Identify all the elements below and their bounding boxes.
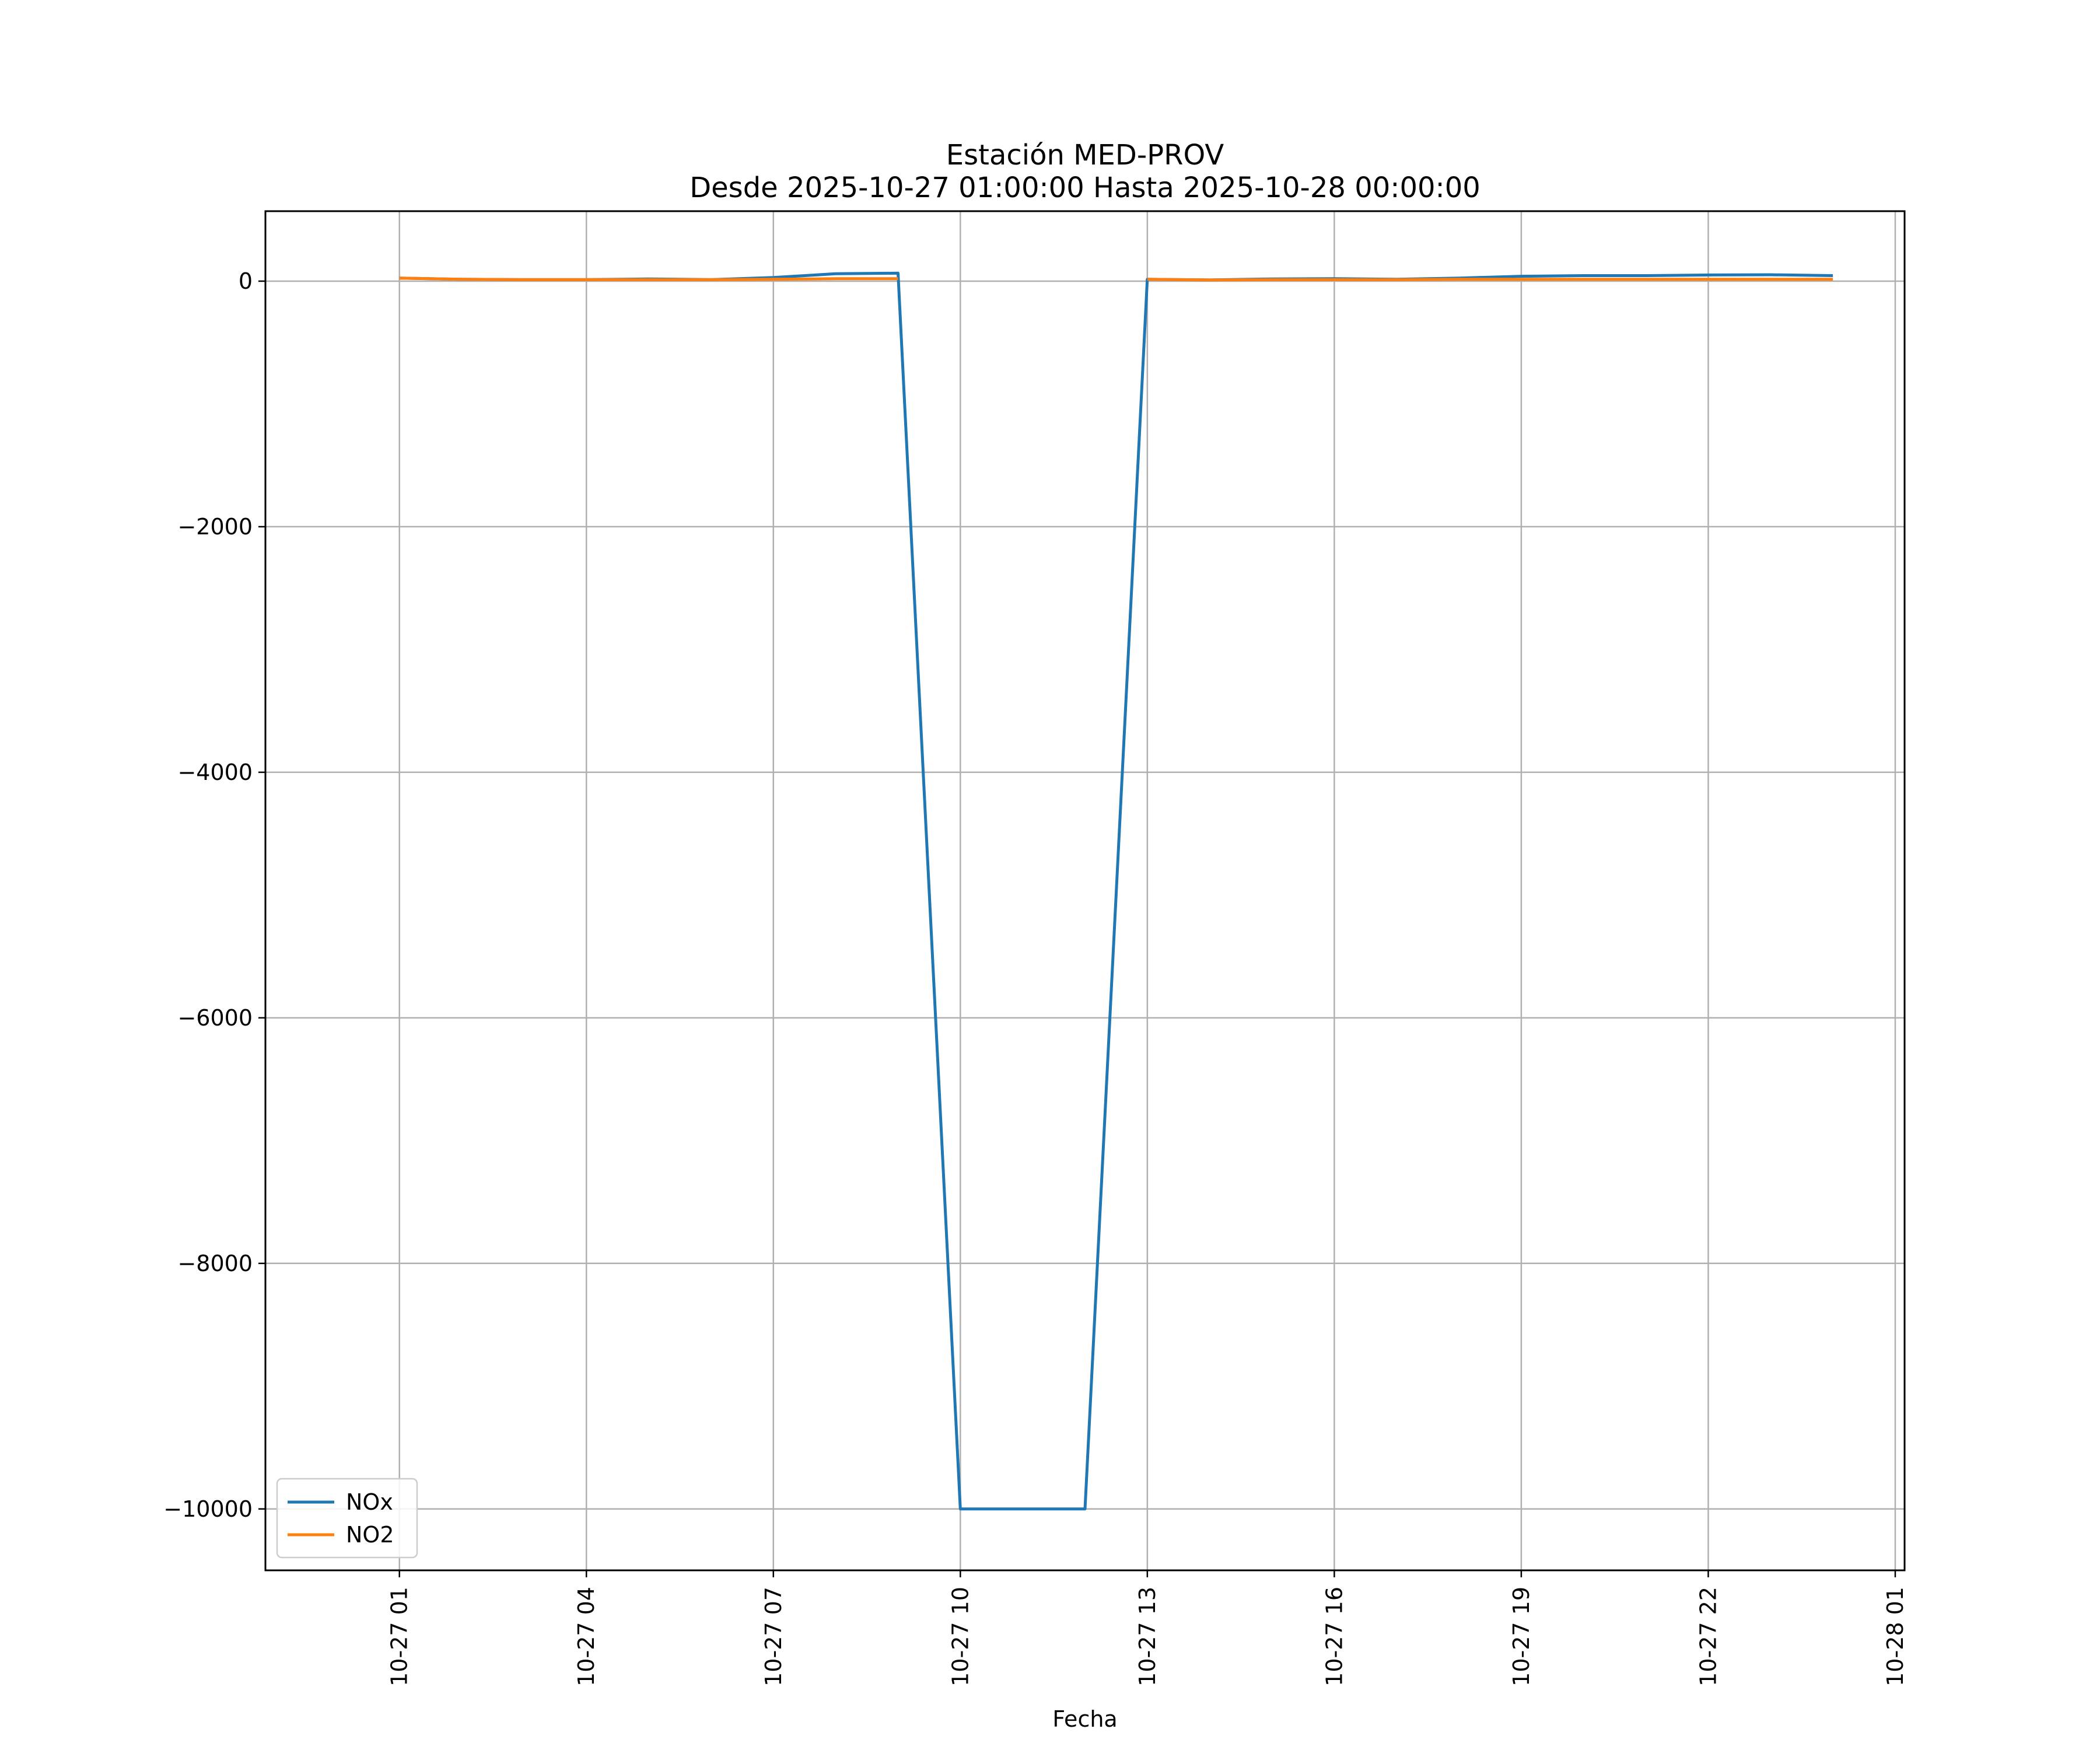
series-lines [399,271,1833,1511]
y-tick-label: −10000 [163,1496,253,1522]
y-tick-label: −8000 [177,1251,253,1276]
x-axis-label: Fecha [1052,1706,1117,1732]
x-tick-label: 10-27 07 [761,1587,786,1686]
x-tick-label: 10-27 19 [1508,1587,1534,1686]
legend-label-no2: NO2 [346,1522,394,1548]
y-tick-label: −4000 [177,760,253,785]
plot-frame [264,210,1906,1572]
chart-title: Estación MED-PROV [946,139,1224,172]
y-tick-label: −6000 [177,1005,253,1031]
y-axis: 0 −2000 −4000 −6000 −8000 −10000 [163,268,265,1522]
chart-subtitle: Desde 2025-10-27 01:00:00 Hasta 2025-10-… [690,172,1480,204]
legend: NOx NO2 [276,1478,418,1559]
series-line-no2 [399,276,898,281]
legend-label-nox: NOx [346,1489,393,1515]
x-tick-label: 10-27 16 [1321,1587,1347,1686]
legend-box [276,1478,418,1559]
x-tick-label: 10-27 13 [1135,1587,1160,1686]
x-tick-label: 10-27 10 [947,1587,973,1686]
x-tick-label: 10-27 04 [573,1587,599,1686]
series-line-no2 [1147,278,1833,282]
y-tick-label: −2000 [177,514,253,540]
x-tick-label: 10-27 01 [387,1587,412,1686]
x-tick-label: 10-27 22 [1695,1587,1721,1686]
y-tick-label: 0 [239,268,253,294]
x-axis: 10-27 01 10-27 04 10-27 07 10-27 10 10-27 13… [387,1570,1908,1686]
x-tick-label: 10-28 01 [1882,1587,1908,1686]
